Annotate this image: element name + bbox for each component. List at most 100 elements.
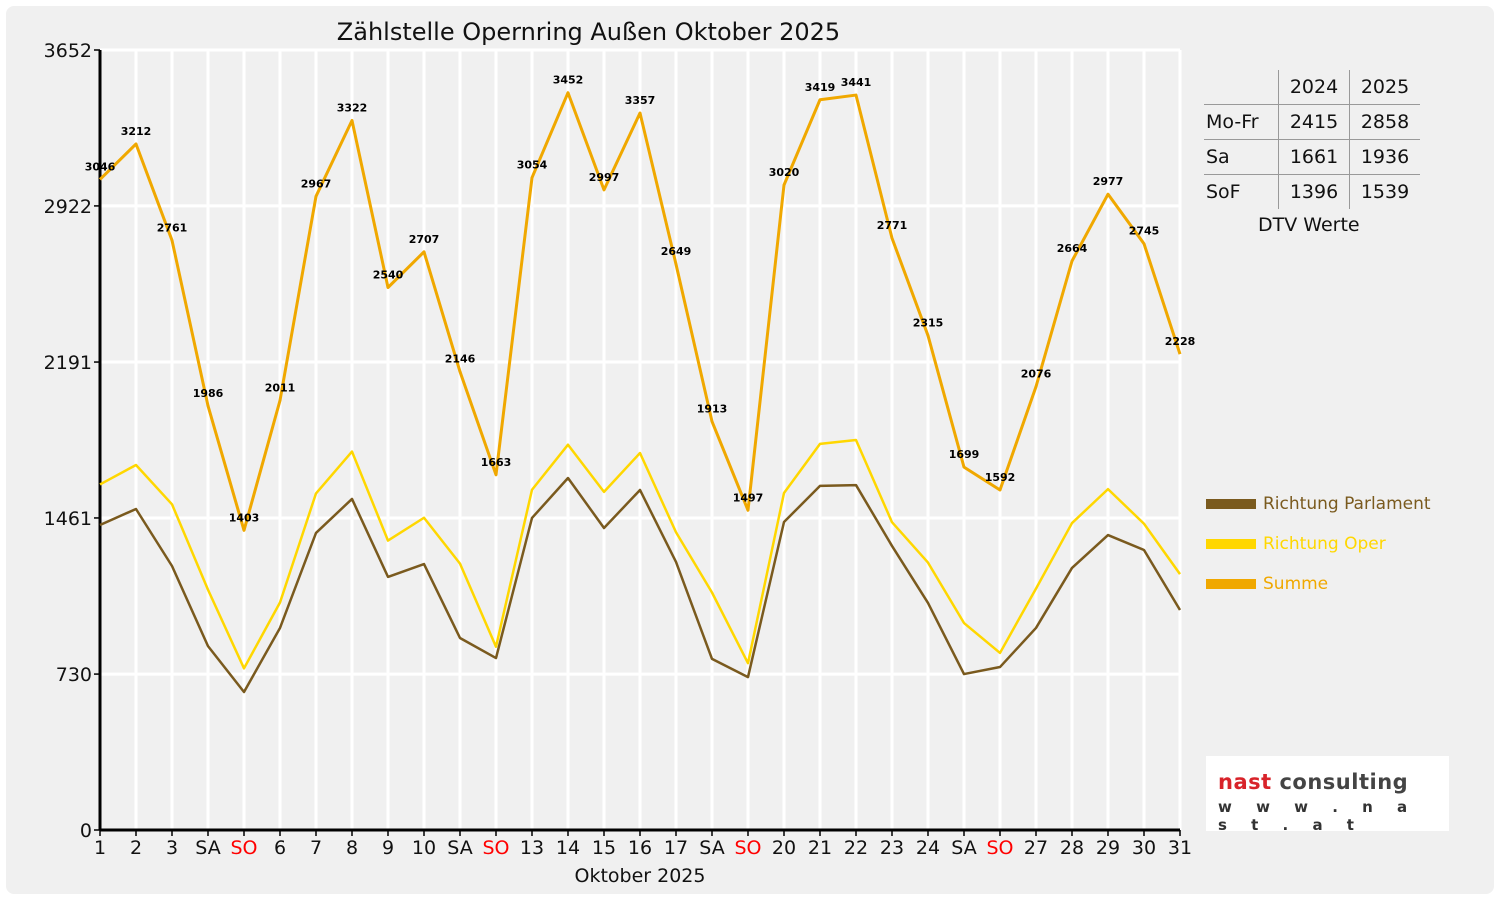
cell: 1661 xyxy=(1278,139,1350,175)
logo-url: w w w . n a s t . a t xyxy=(1218,798,1417,834)
cell: 1539 xyxy=(1349,174,1420,209)
chart-panel: 1 2 3 SA SO 6 7 8 9 10 SA SO 13 14 15 16 17 SA SO 20 21 22 23 2… xyxy=(6,6,1494,894)
x-tick-label: 17 xyxy=(664,837,688,859)
x-tick-label: 10 xyxy=(412,837,436,859)
x-tick-label: 30 xyxy=(1132,837,1156,859)
logo-gray-text: consulting xyxy=(1279,770,1409,794)
data-label: 2146 xyxy=(445,353,476,366)
data-label: 2011 xyxy=(265,381,296,394)
x-tick-label: 22 xyxy=(844,837,868,859)
data-label: 3357 xyxy=(625,94,656,107)
legend-item-parlament: Richtung Parlament xyxy=(1206,494,1431,514)
x-tick-label: SO xyxy=(482,837,509,859)
series-line-richtung-parlament xyxy=(99,476,1182,694)
series-line-summe xyxy=(98,91,1182,532)
y-tick-label: 3652 xyxy=(44,40,92,62)
x-tick-label: 2 xyxy=(130,837,142,859)
x-tick-label: SA xyxy=(195,837,220,859)
x-tick-label: SA xyxy=(447,837,472,859)
legend-label: Richtung Parlament xyxy=(1263,494,1431,514)
data-label: 2076 xyxy=(1021,368,1052,381)
legend-swatch xyxy=(1206,579,1256,589)
data-label: 2707 xyxy=(409,233,440,246)
x-tick-label: 16 xyxy=(628,837,652,859)
x-tick-label: 29 xyxy=(1096,837,1120,859)
x-tick-label: 24 xyxy=(916,837,940,859)
data-label: 2664 xyxy=(1057,242,1088,255)
x-tick-label: SO xyxy=(230,837,257,859)
row-label: Mo-Fr xyxy=(1204,104,1279,140)
y-tick-label: 0 xyxy=(80,820,92,842)
x-tick-label: 7 xyxy=(310,837,322,859)
nast-logo: nast consulting w w w . n a s t . a t xyxy=(1206,756,1449,834)
data-label: 1663 xyxy=(481,456,512,469)
cell: 2858 xyxy=(1349,104,1420,140)
x-tick-label: 13 xyxy=(520,837,544,859)
data-label: 2761 xyxy=(157,221,188,234)
legend-item-summe: Summe xyxy=(1206,574,1328,594)
data-label: 3020 xyxy=(769,166,800,179)
data-label: 3054 xyxy=(517,159,548,172)
data-label: 3441 xyxy=(841,76,872,89)
cell: 1396 xyxy=(1278,174,1350,209)
x-tick-label: 28 xyxy=(1060,837,1084,859)
legend-label: Summe xyxy=(1263,574,1329,594)
x-tick-label: 31 xyxy=(1168,837,1192,859)
x-tick-label: 21 xyxy=(808,837,832,859)
x-tick-label: 15 xyxy=(592,837,616,859)
legend-swatch xyxy=(1206,539,1256,549)
cell: 1936 xyxy=(1349,139,1420,175)
logo-red-text: nast xyxy=(1218,770,1272,794)
legend-swatch xyxy=(1206,499,1256,509)
dtv-caption: DTV Werte xyxy=(1258,214,1360,236)
x-tick-label: 3 xyxy=(166,837,178,859)
data-label: 2771 xyxy=(877,219,908,232)
chart-title: Zählstelle Opernring Außen Oktober 2025 xyxy=(336,18,841,46)
dtv-table: 2024 2025 Mo-Fr 2415 2858 Sa 1661 1936 S… xyxy=(1204,70,1420,209)
x-tick-label: SA xyxy=(699,837,724,859)
x-tick-label: 27 xyxy=(1024,837,1048,859)
line-chart: 1 2 3 SA SO 6 7 8 9 10 SA SO 13 14 15 16 17 SA SO 20 21 22 23 2… xyxy=(44,40,1196,887)
x-tick-label: 14 xyxy=(556,837,580,859)
x-tick-label: 23 xyxy=(880,837,904,859)
x-tick-label: SO xyxy=(986,837,1013,859)
data-label: 2540 xyxy=(373,269,404,282)
data-label: 1699 xyxy=(949,448,980,461)
row-label: Sa xyxy=(1204,139,1279,175)
data-label: 1986 xyxy=(193,387,224,400)
y-tick-label: 730 xyxy=(56,664,92,686)
x-axis-label: Oktober 2025 xyxy=(575,865,706,887)
data-label: 2228 xyxy=(1165,335,1196,348)
data-label: 2315 xyxy=(913,317,944,330)
x-tick-label: 9 xyxy=(382,837,394,859)
data-label: 3046 xyxy=(85,160,116,173)
data-label: 3212 xyxy=(121,125,152,138)
x-tick-label: SO xyxy=(734,837,761,859)
data-label: 1592 xyxy=(985,471,1016,484)
data-label: 3452 xyxy=(553,74,584,87)
data-label: 2997 xyxy=(589,171,620,184)
y-tick-label: 2191 xyxy=(44,352,92,374)
y-tick-label: 2922 xyxy=(44,196,92,218)
y-tick-label: 1461 xyxy=(44,508,92,530)
data-label: 1497 xyxy=(733,491,764,504)
x-tick-label: 1 xyxy=(94,837,106,859)
series-line-richtung-oper xyxy=(99,438,1182,670)
row-label: SoF xyxy=(1206,181,1241,203)
data-label: 2967 xyxy=(301,177,332,190)
data-label: 1403 xyxy=(229,511,260,524)
data-label: 1913 xyxy=(697,402,728,415)
legend-item-oper: Richtung Oper xyxy=(1206,534,1386,554)
col-header: 2025 xyxy=(1349,70,1420,105)
data-label: 3322 xyxy=(337,101,368,114)
x-tick-label: 8 xyxy=(346,837,358,859)
data-label: 2649 xyxy=(661,245,692,258)
data-label: 2977 xyxy=(1093,175,1124,188)
col-header: 2024 xyxy=(1278,70,1350,105)
data-label: 3419 xyxy=(805,81,836,94)
x-tick-label: 20 xyxy=(772,837,796,859)
cell: 2415 xyxy=(1278,104,1350,140)
x-tick-label: SA xyxy=(951,837,976,859)
x-tick-label: 6 xyxy=(274,837,286,859)
legend-label: Richtung Oper xyxy=(1263,534,1386,554)
